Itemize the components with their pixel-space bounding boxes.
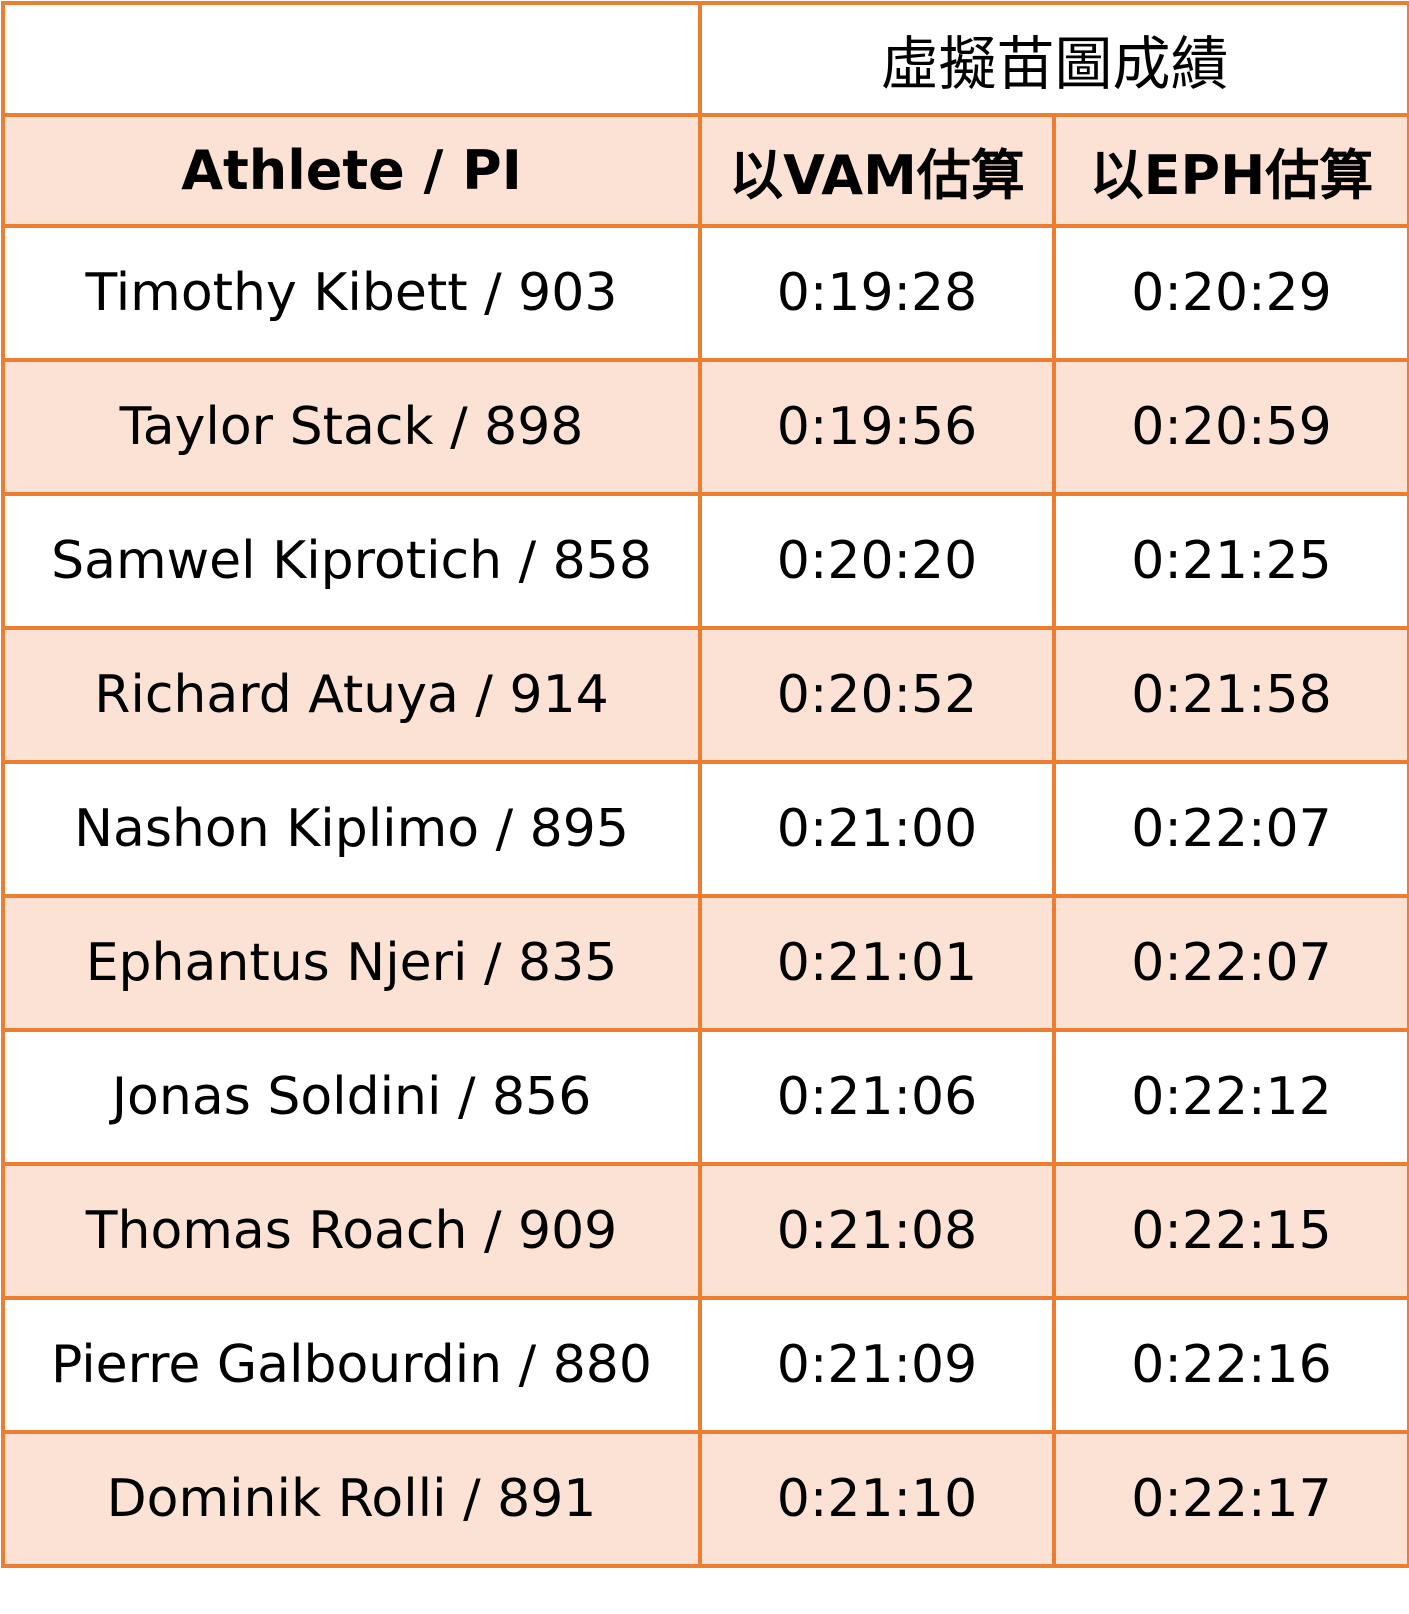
time-cell: 0:21:01 — [698, 894, 1056, 1032]
data-row: Pierre Galbourdin / 880 0:21:09 0:22:16 — [1, 1296, 1409, 1434]
time-cell: 0:20:29 — [1051, 224, 1409, 362]
athlete-cell: Richard Atuya / 914 — [1, 626, 702, 764]
time-cell: 0:21:10 — [698, 1430, 1056, 1568]
athlete-cell: Taylor Stack / 898 — [1, 358, 702, 496]
time-cell: 0:21:25 — [1051, 492, 1409, 630]
time-cell: 0:22:17 — [1051, 1430, 1409, 1568]
column-header: 以EPH估算 — [1051, 113, 1409, 228]
time-cell: 0:21:58 — [1051, 626, 1409, 764]
time-cell: 0:20:20 — [698, 492, 1056, 630]
column-header: 以VAM估算 — [698, 113, 1056, 228]
header-row: Athlete / PI 以VAM估算 以EPH估算 — [1, 113, 1409, 228]
column-header: Athlete / PI — [1, 113, 702, 228]
time-cell: 0:19:56 — [698, 358, 1056, 496]
data-row: Nashon Kiplimo / 895 0:21:00 0:22:07 — [1, 760, 1409, 898]
data-row: Ephantus Njeri / 835 0:21:01 0:22:07 — [1, 894, 1409, 1032]
time-cell: 0:22:16 — [1051, 1296, 1409, 1434]
title-row: 虛擬苗圖成績 — [1, 1, 1409, 117]
athlete-cell: Timothy Kibett / 903 — [1, 224, 702, 362]
data-row: Richard Atuya / 914 0:20:52 0:21:58 — [1, 626, 1409, 764]
data-row: Dominik Rolli / 891 0:21:10 0:22:17 — [1, 1430, 1409, 1568]
athlete-cell: Nashon Kiplimo / 895 — [1, 760, 702, 898]
time-cell: 0:19:28 — [698, 224, 1056, 362]
athlete-cell: Thomas Roach / 909 — [1, 1162, 702, 1300]
athlete-cell: Ephantus Njeri / 835 — [1, 894, 702, 1032]
data-row: Thomas Roach / 909 0:21:08 0:22:15 — [1, 1162, 1409, 1300]
table-title: 虛擬苗圖成績 — [697, 1, 1409, 117]
athlete-cell: Pierre Galbourdin / 880 — [1, 1296, 702, 1434]
time-cell: 0:22:15 — [1051, 1162, 1409, 1300]
time-cell: 0:22:07 — [1051, 760, 1409, 898]
results-table: 虛擬苗圖成績 Athlete / PI 以VAM估算 以EPH估算 Timothy K… — [1, 1, 1409, 1568]
empty-cell — [1, 1, 702, 117]
athlete-cell: Dominik Rolli / 891 — [1, 1430, 702, 1568]
data-row: Samwel Kiprotich / 858 0:20:20 0:21:25 — [1, 492, 1409, 630]
athlete-cell: Jonas Soldini / 856 — [1, 1028, 702, 1166]
table-body: 虛擬苗圖成績 Athlete / PI 以VAM估算 以EPH估算 Timothy K… — [1, 1, 1409, 1568]
time-cell: 0:21:00 — [698, 760, 1056, 898]
data-row: Jonas Soldini / 856 0:21:06 0:22:12 — [1, 1028, 1409, 1166]
time-cell: 0:22:12 — [1051, 1028, 1409, 1166]
data-row: Timothy Kibett / 903 0:19:28 0:20:29 — [1, 224, 1409, 362]
time-cell: 0:22:07 — [1051, 894, 1409, 1032]
athlete-cell: Samwel Kiprotich / 858 — [1, 492, 702, 630]
time-cell: 0:21:06 — [698, 1028, 1056, 1166]
time-cell: 0:20:52 — [698, 626, 1056, 764]
data-row: Taylor Stack / 898 0:19:56 0:20:59 — [1, 358, 1409, 496]
time-cell: 0:20:59 — [1051, 358, 1409, 496]
time-cell: 0:21:08 — [698, 1162, 1056, 1300]
time-cell: 0:21:09 — [698, 1296, 1056, 1434]
